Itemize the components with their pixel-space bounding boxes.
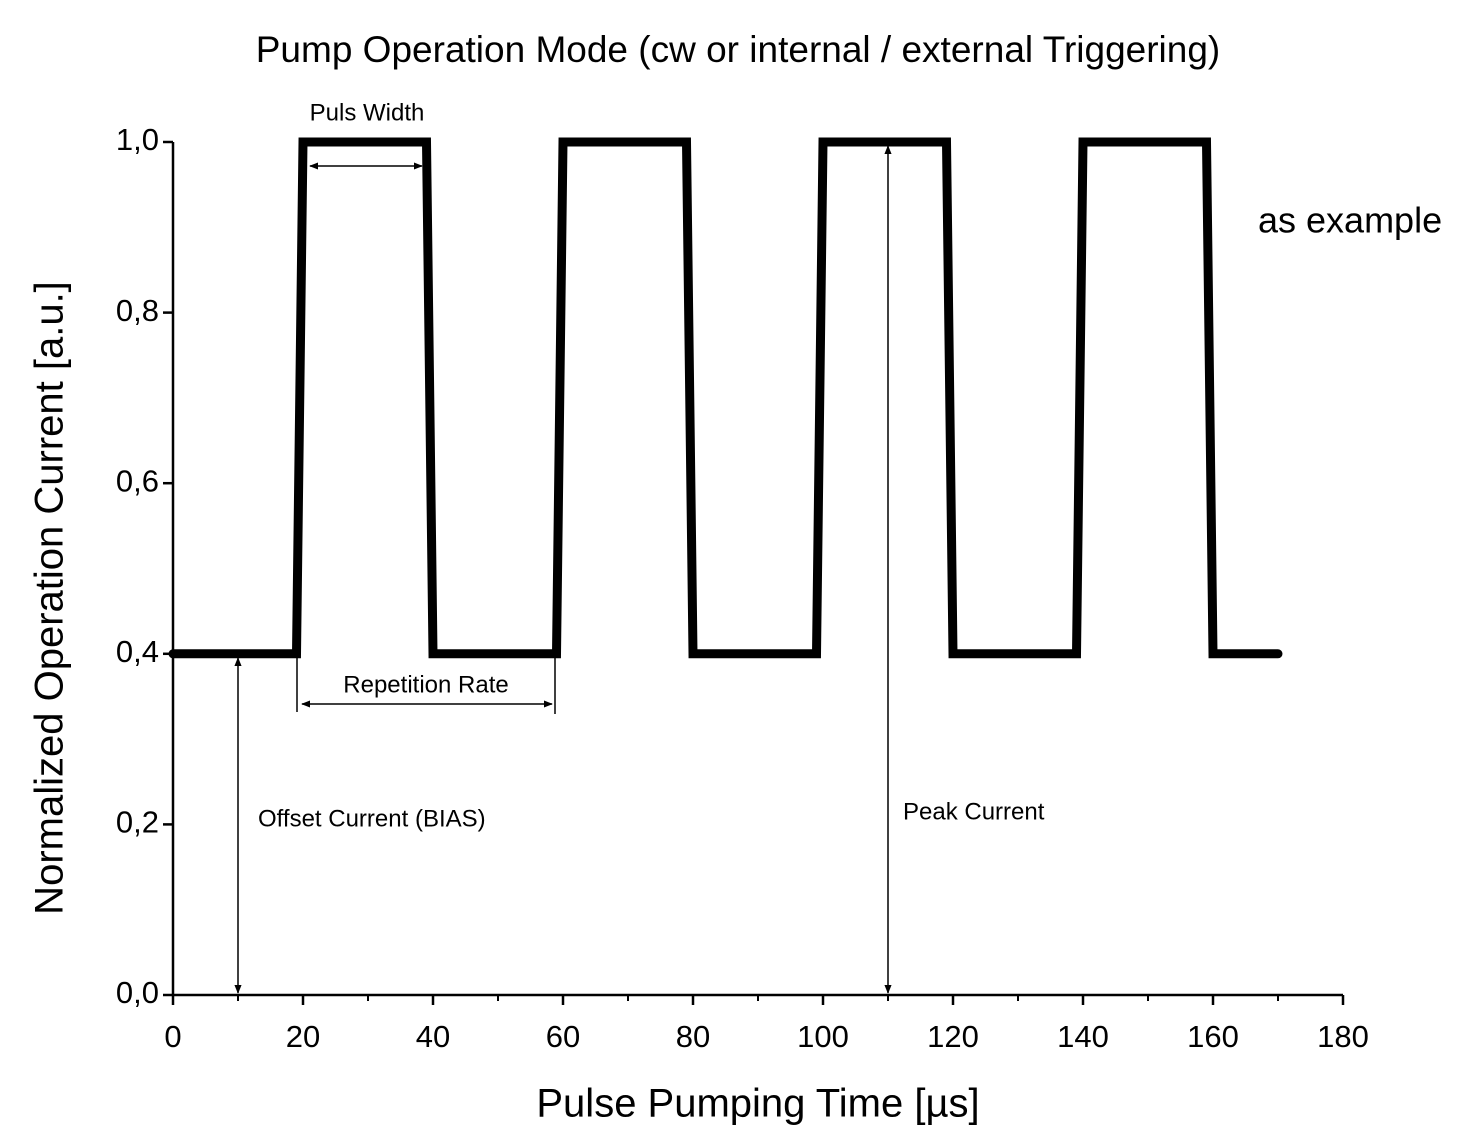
y-tick-label: 1,0: [116, 122, 159, 157]
x-tick-label: 100: [797, 1019, 849, 1054]
x-tick-label: 180: [1317, 1019, 1369, 1054]
x-axis-label: Pulse Pumping Time [µs]: [536, 1082, 979, 1126]
x-tick-label: 80: [676, 1019, 710, 1054]
x-tick-label: 120: [927, 1019, 979, 1054]
annotation: Puls Width: [310, 99, 425, 126]
data-line: [168, 137, 1283, 659]
x-tick-label: 0: [164, 1019, 181, 1054]
y-tick-label: 0,8: [116, 293, 159, 328]
y-tick-label: 0,2: [116, 805, 159, 840]
y-tick-label: 0,6: [116, 463, 159, 498]
x-tick-label: 20: [286, 1019, 320, 1054]
x-tick-label: 140: [1057, 1019, 1109, 1054]
y-tick-label: 0,0: [116, 975, 159, 1010]
annotation: Peak Current: [903, 798, 1045, 825]
y-tick-label: 0,4: [116, 634, 159, 669]
chart-title: Pump Operation Mode (cw or internal / ex…: [256, 29, 1221, 70]
annotation: Offset Current (BIAS): [258, 805, 486, 832]
x-tick-label: 60: [546, 1019, 580, 1054]
x-tick-label: 40: [416, 1019, 450, 1054]
annotation: as example: [1258, 200, 1442, 241]
annotation: Repetition Rate: [343, 671, 508, 698]
x-tick-label: 160: [1187, 1019, 1239, 1054]
y-axis-label: Normalized Operation Current [a.u.]: [28, 281, 72, 915]
